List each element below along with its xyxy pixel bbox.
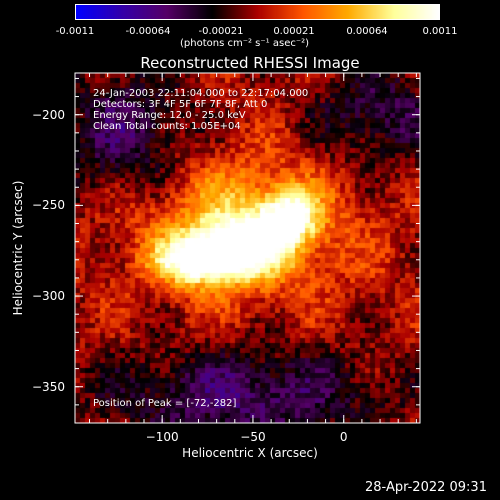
y-tick-label: −250 bbox=[32, 198, 65, 213]
y-axis-label: Heliocentric Y (arcsec) bbox=[11, 180, 25, 316]
heatmap-image bbox=[75, 73, 420, 423]
colorbar-tick-label: 0.0011 bbox=[422, 26, 458, 37]
info-time-range: 24-Jan-2003 22:11:04.000 to 22:17:04.000 bbox=[93, 88, 309, 99]
tick-marks bbox=[75, 73, 420, 424]
chart-title: Reconstructed RHESSI Image bbox=[140, 54, 360, 72]
x-tick-label: 0 bbox=[339, 430, 348, 444]
info-detectors: Detectors: 3F 4F 5F 6F 7F 8F, Att 0 bbox=[93, 99, 268, 110]
y-tick-label: −350 bbox=[32, 379, 65, 394]
colorbar bbox=[75, 4, 440, 20]
x-tick-label: −100 bbox=[145, 430, 179, 444]
x-axis-label: Heliocentric X (arcsec) bbox=[182, 446, 318, 460]
colorbar-tick-label: 0.00021 bbox=[273, 26, 315, 37]
peak-position: Position of Peak = [-72,-282] bbox=[93, 398, 237, 409]
colorbar-tick-label: 0.00064 bbox=[346, 26, 388, 37]
y-tick-label: −200 bbox=[32, 107, 65, 122]
x-tick-label: −50 bbox=[240, 430, 266, 444]
info-total-counts: Clean Total counts: 1.05E+04 bbox=[93, 121, 241, 132]
timestamp: 28-Apr-2022 09:31 bbox=[365, 480, 487, 495]
colorbar-tick-label: -0.0011 bbox=[55, 26, 95, 37]
colorbar-tick-label: -0.00064 bbox=[125, 26, 171, 37]
y-tick-label: −300 bbox=[32, 289, 65, 304]
colorbar-tick-label: -0.00021 bbox=[198, 26, 244, 37]
info-energy-range: Energy Range: 12.0 - 25.0 keV bbox=[93, 110, 246, 121]
plot-frame bbox=[74, 72, 421, 424]
colorbar-unit: (photons cm⁻² s⁻¹ asec⁻²) bbox=[180, 38, 310, 49]
